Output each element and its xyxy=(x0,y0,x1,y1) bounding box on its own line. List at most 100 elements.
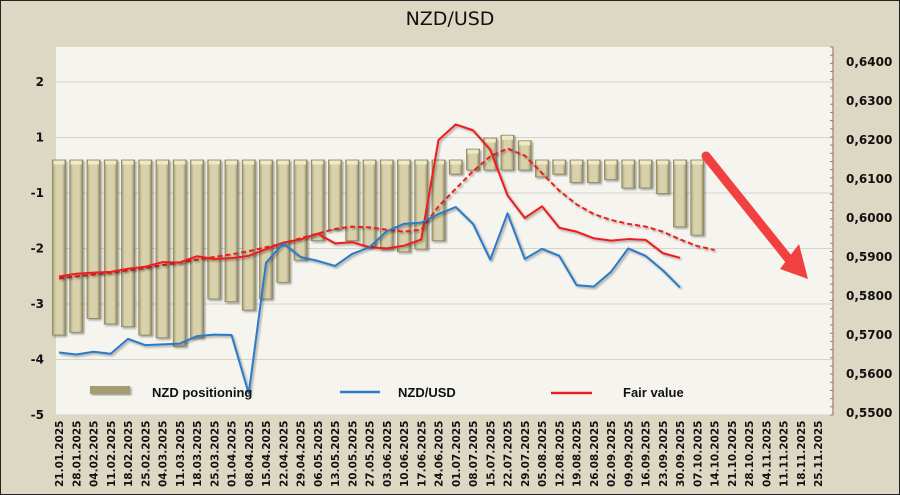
positioning-bar-cap xyxy=(364,160,375,165)
left-axis-tick-label: 2 xyxy=(36,75,44,89)
positioning-bar-body xyxy=(86,159,101,319)
positioning-bar xyxy=(552,159,567,175)
positioning-bar-cap xyxy=(174,160,186,165)
positioning-bar-cap xyxy=(622,160,634,165)
legend-label-nzdusd: NZD/USD xyxy=(398,385,456,400)
x-axis-date-label: 17.06.2025 xyxy=(416,421,428,487)
positioning-bar-cap xyxy=(157,160,168,165)
positioning-bar xyxy=(121,159,135,328)
positioning-bar-body xyxy=(138,159,153,336)
trend-arrow-icon xyxy=(701,151,808,279)
positioning-bar-body xyxy=(259,159,273,300)
positioning-bar xyxy=(52,159,66,336)
x-axis-date-label: 02.09.2025 xyxy=(606,421,618,487)
positioning-bar xyxy=(328,159,342,230)
positioning-bar xyxy=(69,159,84,333)
positioning-bar-cap xyxy=(260,160,272,165)
positioning-bar-cap xyxy=(312,160,324,165)
positioning-bar-body xyxy=(190,159,204,339)
positioning-bar-cap xyxy=(571,160,582,165)
positioning-bar xyxy=(690,159,705,236)
x-axis-date-label: 04.11.2025 xyxy=(761,421,773,487)
right-axis-tick-label: 0,5900 xyxy=(846,250,892,264)
positioning-bar-cap xyxy=(295,160,306,165)
positioning-bar xyxy=(431,159,446,242)
positioning-bar-body xyxy=(569,159,584,183)
positioning-bar xyxy=(86,159,101,319)
right-axis-tick-label: 0,5800 xyxy=(846,289,892,303)
positioning-bar-cap xyxy=(329,160,341,165)
x-axis-date-label: 11.11.2025 xyxy=(779,421,791,487)
x-axis-date-label: 18.02.2025 xyxy=(123,421,135,487)
positioning-bar-body xyxy=(276,159,291,283)
positioning-bar xyxy=(362,159,377,247)
legend-swatch-positioning xyxy=(90,386,130,394)
positioning-bar xyxy=(310,159,325,242)
legend-label-fair-value: Fair value xyxy=(623,385,684,400)
positioning-bar-body xyxy=(69,159,84,333)
positioning-bar-cap xyxy=(381,160,393,165)
positioning-bar xyxy=(397,159,411,253)
right-axis-tick-label: 0,5500 xyxy=(846,406,892,420)
positioning-bar-cap xyxy=(105,160,117,165)
positioning-bar-cap xyxy=(484,138,496,143)
positioning-bar-cap xyxy=(467,149,479,154)
x-axis-date-label: 14.10.2025 xyxy=(710,421,722,487)
arrow-head-icon xyxy=(780,244,808,279)
x-axis-date-label: 08.07.2025 xyxy=(468,421,480,487)
x-axis-date-label: 23.09.2025 xyxy=(658,421,670,487)
positioning-bar xyxy=(172,159,187,347)
x-axis-date-label: 25.02.2025 xyxy=(140,421,152,487)
positioning-bar xyxy=(155,159,170,339)
x-axis-date-label: 18.03.2025 xyxy=(192,421,204,487)
x-axis-date-label: 03.06.2025 xyxy=(382,421,394,487)
x-axis-date-label: 07.10.2025 xyxy=(692,421,704,487)
positioning-bar-cap xyxy=(588,160,600,165)
positioning-bar-body xyxy=(673,159,687,228)
x-axis-date-label: 30.09.2025 xyxy=(675,421,687,487)
positioning-bar xyxy=(448,159,463,175)
positioning-bar-body xyxy=(241,159,256,311)
right-axis-tick-label: 0,6200 xyxy=(846,133,892,147)
x-axis-date-label: 15.04.2025 xyxy=(261,421,273,487)
positioning-bar-cap xyxy=(640,160,651,165)
positioning-bar xyxy=(673,159,687,228)
x-axis-date-label: 11.02.2025 xyxy=(106,421,118,487)
x-axis-date-label: 29.04.2025 xyxy=(296,421,308,487)
positioning-bar-body xyxy=(155,159,170,339)
positioning-bar-cap xyxy=(70,160,82,165)
positioning-bar-cap xyxy=(208,160,220,165)
positioning-bar-cap xyxy=(433,160,444,165)
positioning-bar xyxy=(604,159,618,181)
left-axis-tick-label: -4 xyxy=(31,353,44,367)
right-axis-tick-label: 0,5700 xyxy=(846,328,892,342)
positioning-bar-cap xyxy=(519,141,531,146)
positioning-bar-body xyxy=(121,159,135,328)
right-axis-tick-label: 0,6300 xyxy=(846,94,892,108)
positioning-bar xyxy=(569,159,584,183)
positioning-bar-body xyxy=(224,159,239,303)
positioning-bar-body xyxy=(310,159,325,242)
positioning-bar-body xyxy=(621,159,636,189)
x-axis-date-label: 24.06.2025 xyxy=(434,421,446,487)
positioning-bar-body xyxy=(638,159,653,189)
positioning-bar-cap xyxy=(657,160,669,165)
positioning-bar xyxy=(535,159,549,178)
left-axis-tick-label: -1 xyxy=(31,186,44,200)
right-axis-tick-label: 0,5600 xyxy=(846,367,892,381)
chart-title: NZD/USD xyxy=(405,8,495,30)
legend-label-positioning: NZD positioning xyxy=(152,385,252,400)
x-axis-date-label: 27.05.2025 xyxy=(365,421,377,487)
positioning-bar-body xyxy=(362,159,377,247)
x-axis-date-label: 25.03.2025 xyxy=(209,421,221,487)
left-axis-tick-label: -2 xyxy=(31,242,44,256)
positioning-bar-body xyxy=(655,159,670,194)
x-axis-date-label: 04.02.2025 xyxy=(89,421,101,487)
positioning-bar-body xyxy=(345,159,360,242)
x-axis-date-label: 06.05.2025 xyxy=(313,421,325,487)
positioning-bar xyxy=(586,159,601,183)
x-axis-date-label: 16.09.2025 xyxy=(641,421,653,487)
x-axis-date-label: 08.04.2025 xyxy=(244,421,256,487)
positioning-bar-body xyxy=(466,148,480,171)
